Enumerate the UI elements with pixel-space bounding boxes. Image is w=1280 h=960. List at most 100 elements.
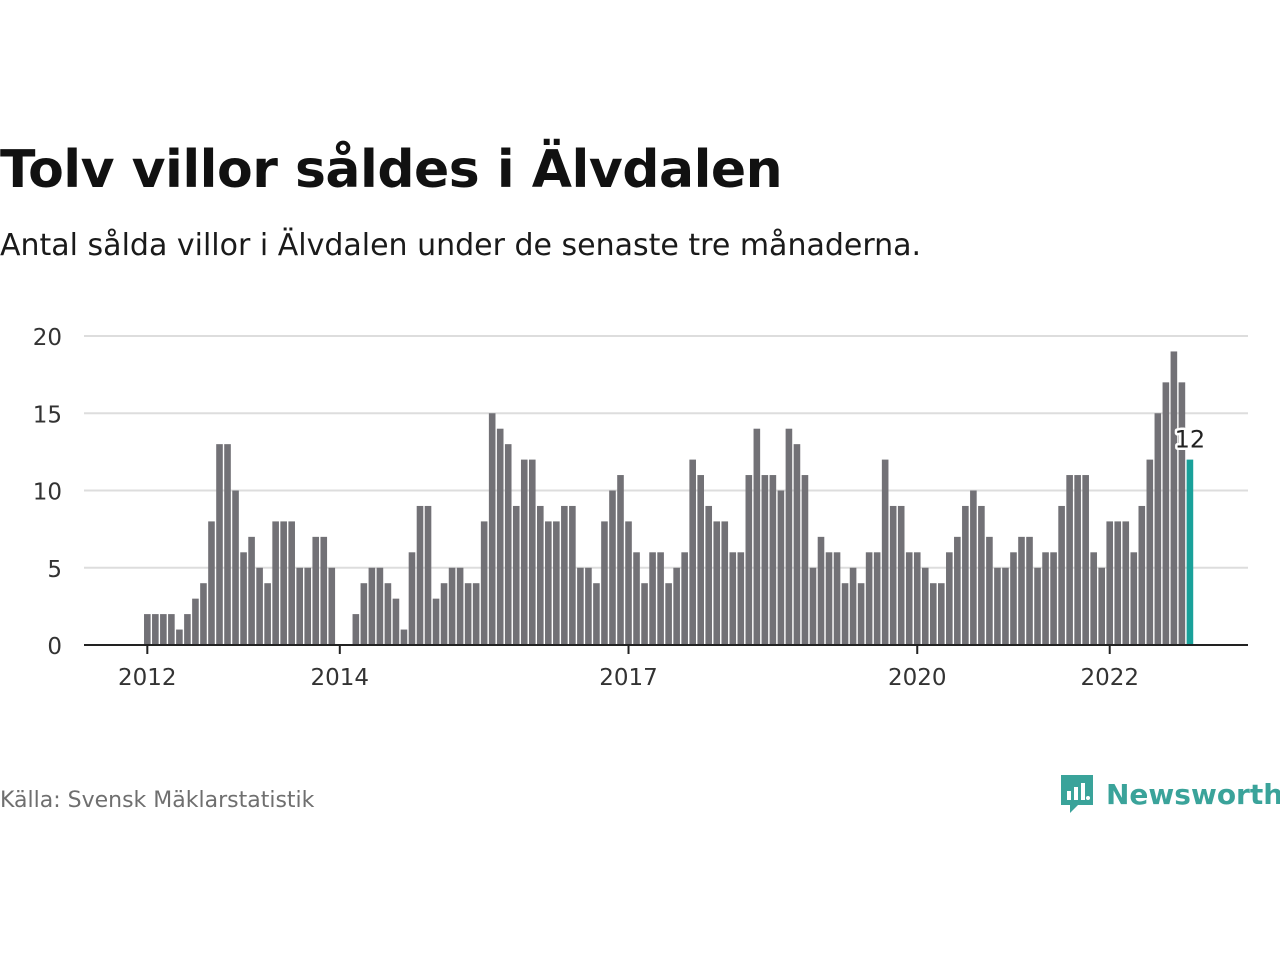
bar-chart: 0 5 10 15 20 2012 2014 2017 2020 2022 12 [33,325,1248,691]
bar [954,536,961,645]
bar [938,583,945,645]
bar [962,505,969,645]
bar [320,536,328,645]
bar [408,552,416,645]
bar [753,428,761,645]
bar [1050,552,1057,645]
bar [488,413,496,645]
bar [641,583,648,645]
bar [1138,505,1146,645]
x-tick-label-2014: 2014 [311,665,370,691]
bar [1042,552,1049,645]
bar [208,521,215,645]
y-tick-label-5: 5 [47,557,62,583]
bar [577,567,584,645]
bar [1074,475,1081,645]
bar [1026,536,1033,645]
bar [1162,382,1170,645]
bar [705,505,713,645]
bar [889,505,897,645]
bar [1122,521,1130,645]
bar [416,505,424,645]
newsworthy-logo: Newsworthy [1058,772,1280,816]
bar [825,552,833,645]
bar [440,583,448,645]
bar [1058,505,1065,645]
bar [1018,536,1025,645]
y-tick-label-20: 20 [33,325,62,351]
bar [978,505,985,645]
bar [905,552,913,645]
bar [617,475,624,645]
bar [1170,351,1178,645]
bar [1010,552,1017,645]
bar [761,475,769,645]
bar [304,567,312,645]
bar [528,459,536,645]
bar [833,552,841,645]
bar [921,567,929,645]
bar [913,552,921,645]
bar [216,444,223,645]
bar [512,505,520,645]
bar [745,475,753,645]
bar [801,475,809,645]
bar [986,536,993,645]
bar [673,567,680,645]
bar [769,475,777,645]
bar [1082,475,1089,645]
bar [809,567,817,645]
bar [152,614,159,645]
bar [1090,552,1097,645]
bar [929,583,937,645]
bar [520,459,528,645]
bar [970,490,977,645]
bar [681,552,688,645]
bar [873,552,881,645]
bar [561,505,568,645]
x-tick-label-2012: 2012 [118,665,177,691]
bar [1130,552,1138,645]
bar [1002,567,1009,645]
bar [849,567,857,645]
bar [897,505,905,645]
bar [994,567,1001,645]
axes [84,644,1248,654]
bar [168,614,175,645]
bar [272,521,279,645]
bar [609,490,616,645]
bar [569,505,576,645]
bar [737,552,745,645]
bar [472,583,480,645]
bar [665,583,672,645]
bar [1034,567,1041,645]
bar [841,583,849,645]
bar [232,490,239,645]
x-tick-label-2020: 2020 [888,665,947,691]
bar [280,521,287,645]
bar [777,490,785,645]
bar [729,552,737,645]
bar [176,629,183,645]
bar [240,552,247,645]
chart-title: Tolv villor såldes i Älvdalen [0,140,783,200]
bar [713,521,721,645]
bar [585,567,592,645]
y-tick-label-15: 15 [33,402,62,428]
bar [496,428,504,645]
bar [817,536,825,645]
bar [384,583,392,645]
bar [184,614,191,645]
bar [392,598,400,645]
bar [633,552,640,645]
bar [1178,382,1186,645]
bar [881,459,889,645]
gridlines [84,335,1248,569]
newsworthy-logo-icon [1061,775,1093,813]
bar [144,614,151,645]
bar [224,444,231,645]
bar [601,521,608,645]
bar-latest [1186,459,1194,645]
bar [360,583,368,645]
bar [432,598,440,645]
